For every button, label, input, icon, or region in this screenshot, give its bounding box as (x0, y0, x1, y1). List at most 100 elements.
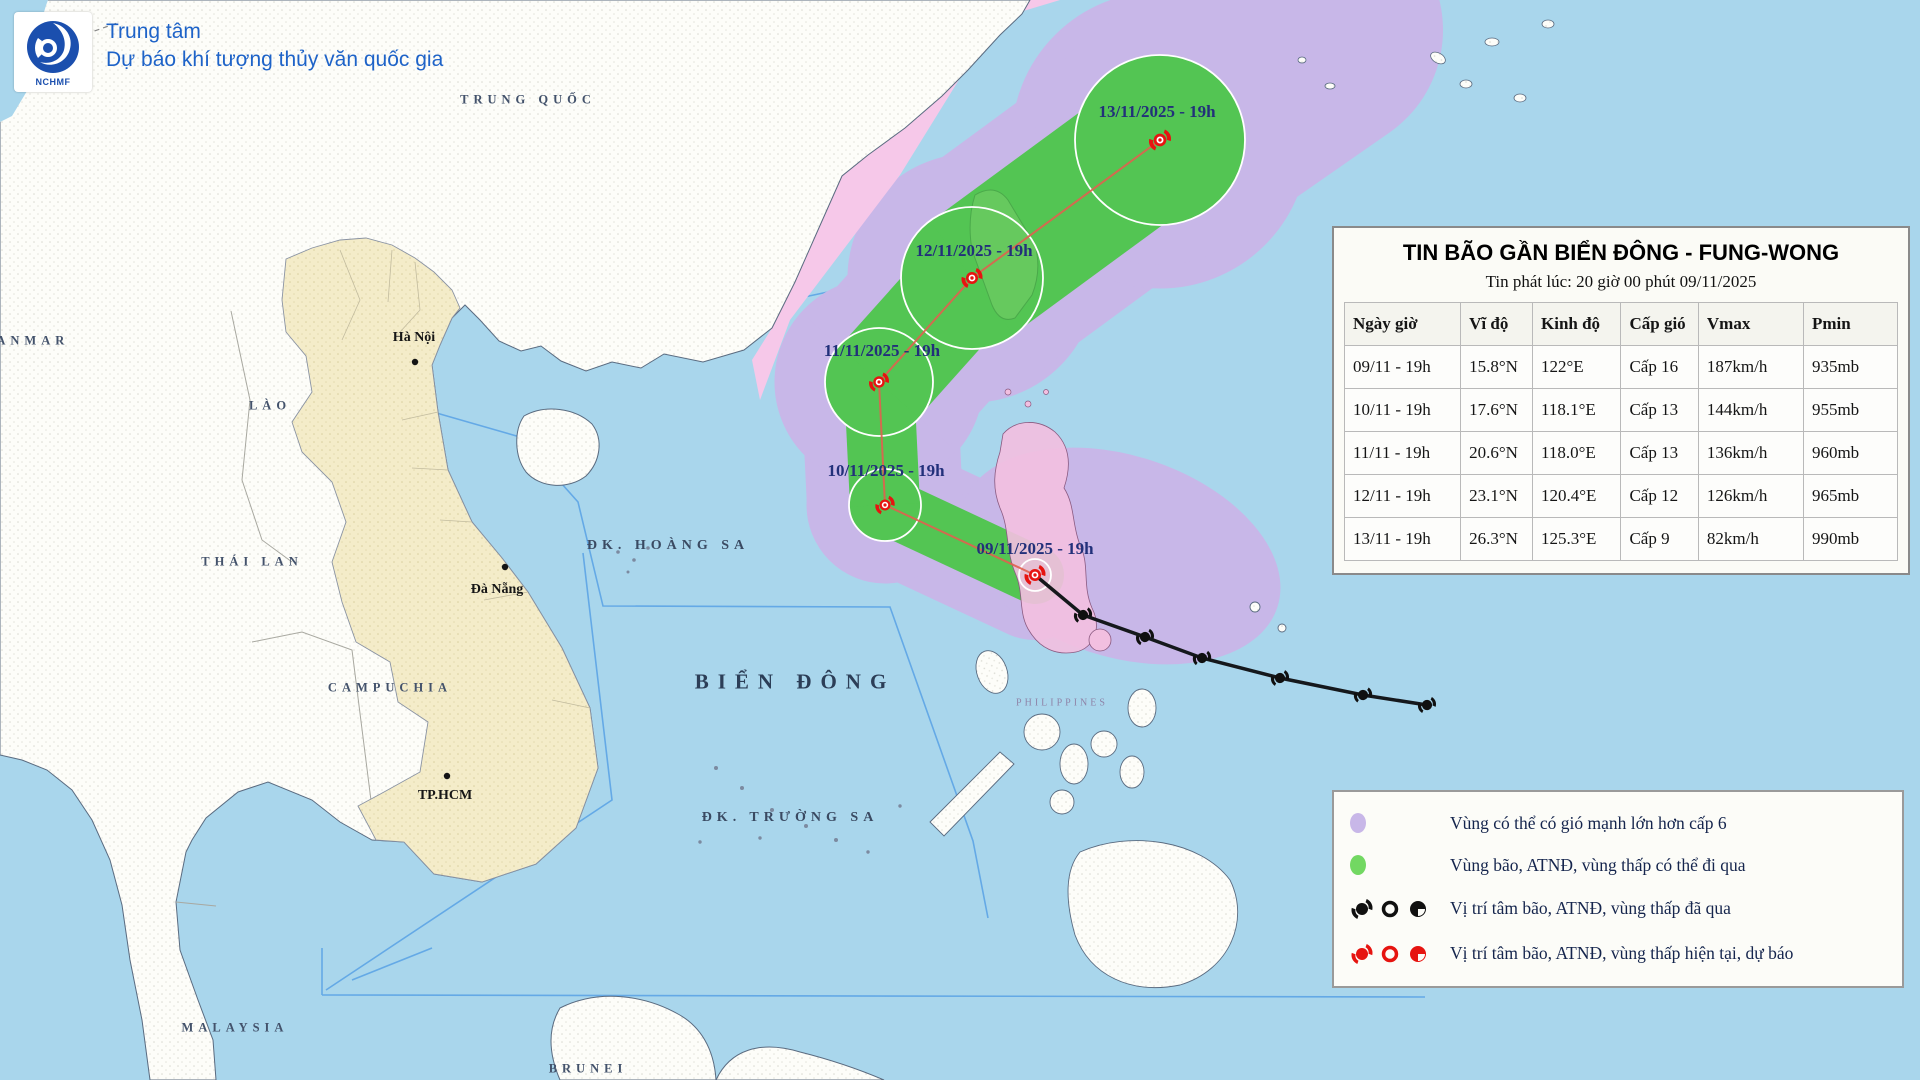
cell: 82km/h (1697, 517, 1804, 561)
bicol-island (1088, 628, 1112, 652)
cell: 955mb (1802, 388, 1899, 432)
vietnam-land (281, 237, 599, 883)
cell: 10/11 - 19h (1343, 388, 1462, 432)
cell: 15.8°N (1460, 345, 1533, 389)
forecast-label-10-11: 10/11/2025 - 19h (827, 461, 945, 480)
forecast-label-11-11: 11/11/2025 - 19h (823, 341, 941, 360)
storm-bulletin-panel: TIN BÃO GẦN BIỂN ĐÔNG - FUNG-WONG Tin ph… (1332, 226, 1910, 575)
cell: 187km/h (1697, 345, 1804, 389)
cell: 136km/h (1697, 431, 1804, 475)
uncertainty-circles (824, 54, 1246, 592)
cell: Cấp 13 (1620, 388, 1699, 432)
label-thai-lan: THÁI LAN (201, 554, 303, 569)
label-tp-hcm: TP.HCM (417, 788, 473, 803)
forecast-label-13-11: 13/11/2025 - 19h (1098, 102, 1216, 121)
col-header-pmin: Pmin (1802, 302, 1899, 346)
purple-area-swatch (1348, 813, 1434, 833)
cell: 935mb (1802, 345, 1899, 389)
low-pressure-icon (1410, 900, 1426, 917)
cell: 23.1°N (1460, 474, 1533, 518)
country-borders (175, 310, 377, 907)
typhoon-icon (1350, 941, 1374, 966)
cell: 965mb (1802, 474, 1899, 518)
low-pressure-icon (1410, 945, 1426, 962)
label-truong-sa: ĐK. TRƯỜNG SA (701, 810, 879, 825)
hainan-island (516, 408, 600, 486)
babuyan-islands (1004, 388, 1049, 408)
forecast-table: Ngày giờ Vĩ độ Kinh độ Cấp gió Vmax Pmin… (1343, 302, 1899, 561)
cell: Cấp 12 (1620, 474, 1699, 518)
cell: 13/11 - 19h (1343, 517, 1462, 561)
label-bien-dong: BIỂN ĐÔNG (694, 669, 896, 694)
cell: 120.4°E (1531, 474, 1622, 518)
borneo-land (550, 995, 885, 1080)
bulletin-title: TIN BÃO GẦN BIỂN ĐÔNG - FUNG-WONG (1402, 240, 1840, 265)
nchmf-logo: NCHMF (14, 12, 92, 92)
legend-item-past: Vị trí tâm bão, ATNĐ, vùng thấp đã qua (1348, 896, 1888, 921)
cell: 960mb (1802, 431, 1899, 475)
green-dot-icon (1350, 855, 1366, 875)
legend-label: Vùng có thể có gió mạnh lớn hơn cấp 6 (1450, 812, 1727, 833)
legend-label: Vị trí tâm bão, ATNĐ, vùng thấp hiện tại… (1450, 943, 1794, 963)
label-campuchia: CAMPUCHIA (327, 680, 453, 695)
legend-item-green: Vùng bão, ATNĐ, vùng thấp có thể đi qua (1348, 855, 1888, 876)
current-symbols-swatch (1348, 941, 1434, 966)
storm-circle-icon (1381, 945, 1399, 962)
nchmf-logo-text: NCHMF (35, 76, 71, 87)
col-header-vmax: Vmax (1697, 302, 1804, 346)
past-symbols-swatch (1348, 896, 1434, 921)
col-header-cap-gio: Cấp gió (1620, 302, 1699, 346)
table-row: 11/11 - 19h 20.6°N 118.0°E Cấp 13 136km/… (1343, 431, 1899, 475)
cell: 125.3°E (1531, 517, 1622, 561)
storm-circle-icon (1381, 900, 1399, 917)
spratly-dots (698, 766, 902, 854)
map-legend: Vùng có thể có gió mạnh lớn hơn cấp 6 Vù… (1332, 790, 1904, 988)
org-name-line2: Dự báo khí tượng thủy văn quốc gia (106, 48, 444, 72)
label-brunei: BRUNEI (548, 1061, 628, 1076)
table-row: 10/11 - 19h 17.6°N 118.1°E Cấp 13 144km/… (1343, 388, 1899, 432)
cell: 118.1°E (1531, 388, 1622, 432)
table-row: 13/11 - 19h 26.3°N 125.3°E Cấp 9 82km/h … (1343, 517, 1899, 561)
label-hoang-sa: ĐK. HOÀNG SA (586, 538, 750, 553)
cell: 122°E (1531, 345, 1622, 389)
header-brand: NCHMF Trung tâm Dự báo khí tượng thủy vă… (14, 12, 443, 92)
label-myanmar: MYANMAR (0, 333, 70, 348)
col-header-ngay-gio: Ngày giờ (1343, 302, 1462, 346)
forecast-label-12-11: 12/11/2025 - 19h (915, 241, 1033, 260)
cell: 09/11 - 19h (1343, 345, 1462, 389)
col-header-vi-do: Vĩ độ (1460, 302, 1533, 346)
cell: 990mb (1802, 517, 1899, 561)
ryukyu-islands (1297, 19, 1555, 103)
cell: Cấp 13 (1620, 431, 1699, 475)
label-lao: LÀO (248, 398, 292, 413)
typhoon-icon (1350, 896, 1374, 921)
city-dots (411, 358, 509, 780)
cell: 11/11 - 19h (1343, 431, 1462, 475)
cell: 20.6°N (1460, 431, 1533, 475)
org-name: Trung tâm Dự báo khí tượng thủy văn quốc… (106, 12, 443, 75)
label-malaysia: MALAYSIA (181, 1020, 289, 1035)
nchmf-logo-icon (27, 20, 79, 73)
cell: Cấp 16 (1620, 345, 1699, 389)
paracel-dots (616, 546, 650, 574)
table-header-row: Ngày giờ Vĩ độ Kinh độ Cấp gió Vmax Pmin (1343, 302, 1899, 346)
label-trung-quoc: TRUNG QUỐC (460, 92, 596, 107)
legend-label: Vùng bão, ATNĐ, vùng thấp có thể đi qua (1450, 854, 1746, 875)
legend-item-purple: Vùng có thể có gió mạnh lớn hơn cấp 6 (1348, 813, 1888, 834)
forecast-label-09-11: 09/11/2025 - 19h (976, 539, 1094, 558)
cell: 26.3°N (1460, 517, 1533, 561)
table-row: 12/11 - 19h 23.1°N 120.4°E Cấp 12 126km/… (1343, 474, 1899, 518)
label-philippines: PHILIPPINES (1016, 697, 1108, 709)
label-da-nang: Đà Nẵng (470, 582, 524, 597)
cell: 118.0°E (1531, 431, 1622, 475)
cell: Cấp 9 (1620, 517, 1699, 561)
forecast-storm-symbols (866, 125, 1174, 589)
province-borders (339, 249, 591, 709)
col-header-kinh-do: Kinh độ (1531, 302, 1622, 346)
cell: 126km/h (1697, 474, 1804, 518)
legend-item-current: Vị trí tâm bão, ATNĐ, vùng thấp hiện tại… (1348, 941, 1888, 966)
cell: 17.6°N (1460, 388, 1533, 432)
legend-label: Vị trí tâm bão, ATNĐ, vùng thấp đã qua (1450, 898, 1731, 918)
green-area-swatch (1348, 855, 1434, 875)
cell: 12/11 - 19h (1343, 474, 1462, 518)
